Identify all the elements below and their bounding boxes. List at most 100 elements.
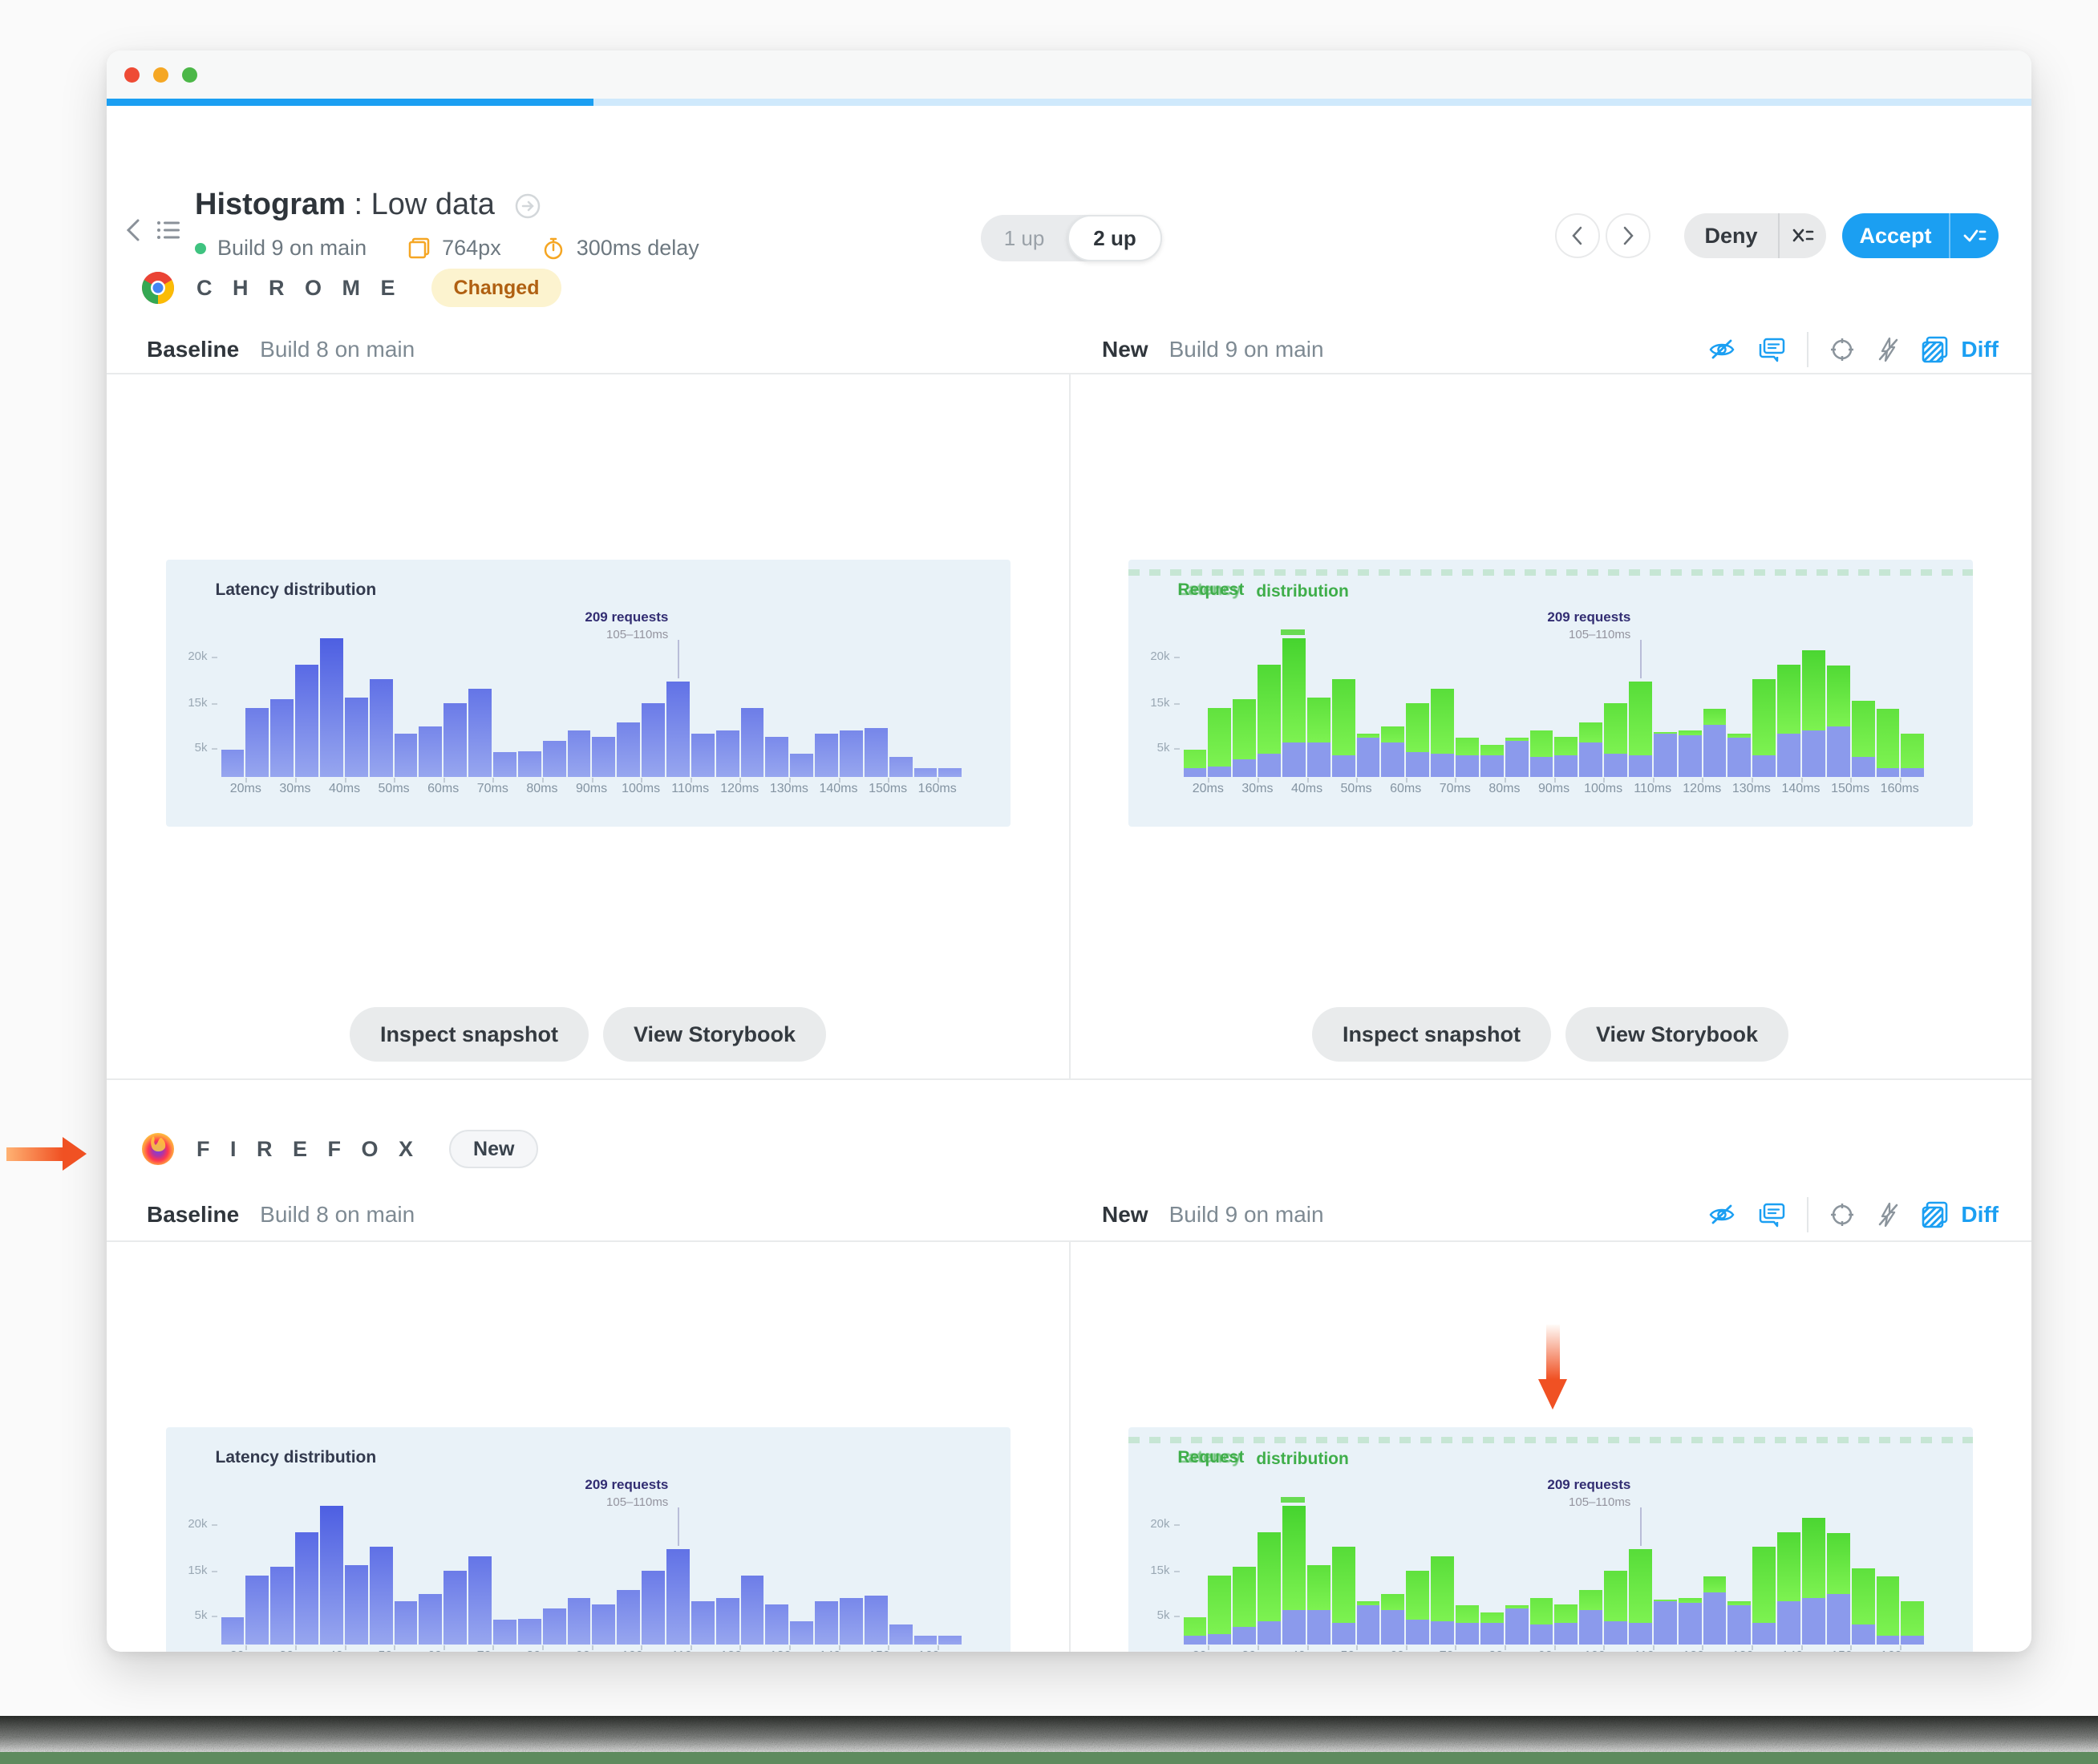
previous-change-button[interactable] <box>1555 213 1600 258</box>
diff-toggle-label[interactable]: Diff <box>1961 337 1999 362</box>
story-meta-row: Build 9 on main 764px 300ms delay <box>195 236 699 261</box>
histogram-bar <box>517 633 541 777</box>
chart-title: Latency distribution <box>215 1448 377 1467</box>
histogram-bar <box>715 633 739 777</box>
diff-highlight-off-bolt-icon[interactable] <box>1876 1201 1900 1228</box>
x-axis-tick-label: 140ms <box>811 1649 867 1652</box>
chart-title: Latency Request distribution <box>1177 1448 1349 1468</box>
x-axis-tick-label: 90ms <box>1526 1649 1582 1652</box>
deny-label[interactable]: Deny <box>1704 223 1758 248</box>
inspect-snapshot-button[interactable]: Inspect snapshot <box>349 1007 589 1062</box>
diff-toggle-label[interactable]: Diff <box>1961 1202 1999 1227</box>
diff-highlight-off-bolt-icon[interactable] <box>1876 336 1900 363</box>
histogram-bar <box>1851 1500 1875 1645</box>
histogram-bar <box>1752 633 1776 777</box>
y-axis-tick <box>211 1616 217 1617</box>
histogram-bar <box>1208 1500 1232 1645</box>
histogram-bar <box>691 633 715 777</box>
histogram-bar <box>1678 633 1702 777</box>
focus-crosshair-icon[interactable] <box>1829 337 1855 362</box>
histogram-bar <box>443 633 468 777</box>
histogram-bar <box>1331 633 1355 777</box>
histogram-bar <box>1431 633 1454 777</box>
histogram-bar <box>245 1500 269 1645</box>
firefox-baseline-panel: Latency distribution 20k 15k 5k 20ms30ms40ms… <box>107 1242 1069 1652</box>
x-axis-tick-label: 20ms <box>217 1649 273 1652</box>
chrome-new-snapshot[interactable]: Latency Request distribution 20k 15k 5k 20ms 3… <box>1128 560 1973 827</box>
app-window: Histogram : Low data Build 9 on main 764… <box>107 51 2031 1652</box>
histogram-bar <box>1282 633 1306 777</box>
diff-overlay-icon[interactable] <box>1921 1200 1950 1229</box>
x-axis-tick <box>1208 1645 1210 1650</box>
diff-artifact-dash <box>1280 629 1305 635</box>
story-list-icon[interactable] <box>155 216 182 244</box>
review-progress-bar <box>107 99 2031 106</box>
x-axis-tick-label: 110ms <box>1634 782 1672 795</box>
x-axis-tick <box>1257 1645 1259 1650</box>
x-axis-tick <box>1850 778 1853 783</box>
chart-annotation: 209 requests 105–110ms <box>1547 1477 1630 1509</box>
chrome-baseline-snapshot[interactable]: Latency distribution 20k 15k 5k 20ms 30ms 40ms… <box>165 560 1011 827</box>
one-up-toggle[interactable]: 1 up <box>1003 225 1045 250</box>
x-axis-tick-label: 160ms <box>1872 1649 1928 1652</box>
x-axis-tick <box>344 1645 346 1650</box>
back-chevron-icon[interactable] <box>123 216 144 244</box>
histogram-bar <box>221 1500 245 1645</box>
diff-overlay-icon[interactable] <box>1921 335 1950 364</box>
histogram-bar <box>1258 633 1281 777</box>
histogram-bar <box>1703 1500 1727 1645</box>
page-header: Histogram : Low data Build 9 on main 764… <box>107 106 2031 261</box>
x-axis-tick-label: 70ms <box>464 1649 520 1652</box>
two-up-toggle[interactable]: 2 up <box>1067 215 1162 261</box>
deny-batch-icon[interactable] <box>1780 225 1826 247</box>
desktop-bottom-edge <box>0 1716 2098 1764</box>
zoom-window-button[interactable] <box>182 67 197 83</box>
histogram-bar <box>1183 1500 1207 1645</box>
x-axis-tick-label: 150ms <box>869 782 908 795</box>
comment-icon[interactable] <box>1757 1202 1786 1228</box>
component-name: Histogram <box>195 188 346 221</box>
diff-artifact-dots <box>1128 1437 1973 1443</box>
accept-button[interactable]: Accept <box>1842 213 1999 258</box>
y-axis-tick <box>1173 1524 1180 1526</box>
histogram-bar <box>592 1500 616 1645</box>
histogram-bar <box>1628 1500 1652 1645</box>
histogram-bar <box>1258 1500 1281 1645</box>
hide-baseline-eye-off-icon[interactable] <box>1707 1203 1736 1227</box>
x-axis-tick-label: 130ms <box>1723 1649 1780 1652</box>
minimize-window-button[interactable] <box>153 67 168 83</box>
chart-annotation: 209 requests 105–110ms <box>585 609 668 641</box>
y-axis-tick-label: 20k <box>1150 1517 1170 1531</box>
view-storybook-button[interactable]: View Storybook <box>602 1007 827 1062</box>
histogram-bar <box>765 1500 789 1645</box>
histogram-bar <box>839 633 863 777</box>
x-axis-tick <box>1356 1645 1359 1650</box>
y-axis-tick <box>1173 703 1180 705</box>
histogram-bar <box>517 1500 541 1645</box>
accept-label[interactable]: Accept <box>1859 223 1932 248</box>
next-change-button[interactable] <box>1606 213 1650 258</box>
annotation-value: 209 requests <box>1547 609 1631 625</box>
hide-baseline-eye-off-icon[interactable] <box>1707 338 1736 362</box>
accept-batch-icon[interactable] <box>1950 225 1999 247</box>
histogram-bar <box>1480 1500 1504 1645</box>
comment-icon[interactable] <box>1757 337 1786 362</box>
histogram-bar <box>1628 633 1652 777</box>
x-axis-tick <box>1356 778 1359 783</box>
inspect-snapshot-button[interactable]: Inspect snapshot <box>1311 1007 1551 1062</box>
x-axis-tick-label: 70ms <box>476 782 508 795</box>
x-axis-tick <box>1553 778 1556 783</box>
histogram-bar <box>1183 633 1207 777</box>
x-axis-tick-label: 80ms <box>526 782 558 795</box>
firefox-baseline-snapshot[interactable]: Latency distribution 20k 15k 5k 20ms30ms40ms… <box>165 1427 1011 1652</box>
histogram-bar <box>1331 1500 1355 1645</box>
go-to-story-icon[interactable] <box>514 192 541 220</box>
deny-button[interactable]: Deny <box>1684 213 1826 258</box>
histogram-bar <box>1801 633 1825 777</box>
histogram-bar <box>1356 633 1380 777</box>
x-axis-tick-label: 60ms <box>427 782 460 795</box>
view-storybook-button[interactable]: View Storybook <box>1565 1007 1789 1062</box>
close-window-button[interactable] <box>124 67 140 83</box>
focus-crosshair-icon[interactable] <box>1829 1202 1855 1228</box>
